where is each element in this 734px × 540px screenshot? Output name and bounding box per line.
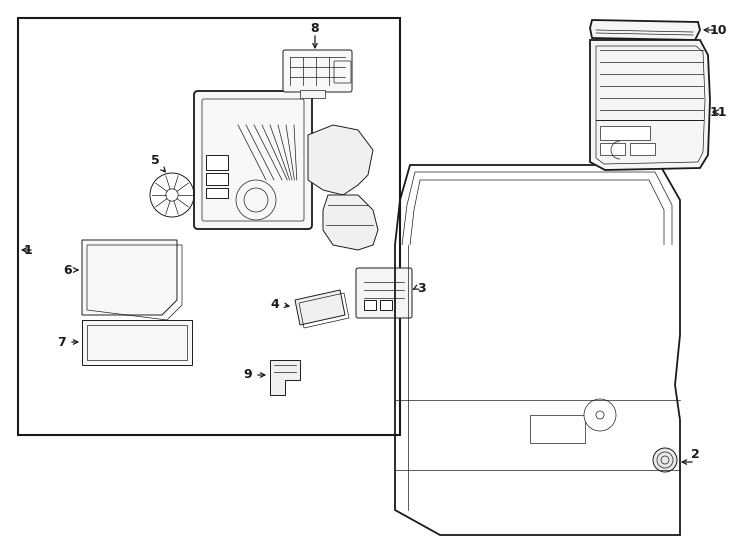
Text: 1: 1	[23, 244, 32, 256]
Text: 9: 9	[244, 368, 252, 381]
Bar	[380, 300, 392, 310]
Polygon shape	[270, 360, 300, 395]
Text: 7: 7	[58, 335, 66, 348]
Text: 6: 6	[64, 264, 73, 276]
Text: 2: 2	[691, 449, 700, 462]
Bar	[600, 143, 625, 155]
Bar	[18, 18, 400, 435]
Polygon shape	[308, 125, 373, 195]
FancyBboxPatch shape	[283, 50, 352, 92]
Polygon shape	[82, 320, 192, 365]
FancyBboxPatch shape	[356, 268, 412, 318]
Polygon shape	[590, 20, 700, 40]
Text: 4: 4	[271, 299, 280, 312]
Bar	[206, 173, 228, 185]
Text: 5: 5	[150, 153, 159, 166]
Circle shape	[653, 448, 677, 472]
Bar	[364, 300, 376, 310]
Bar	[630, 143, 655, 155]
Text: 8: 8	[310, 22, 319, 35]
Bar	[600, 126, 650, 140]
Circle shape	[584, 399, 616, 431]
Bar	[206, 188, 228, 198]
Text: 10: 10	[709, 24, 727, 37]
Polygon shape	[82, 240, 177, 315]
FancyBboxPatch shape	[194, 91, 312, 229]
Polygon shape	[300, 90, 325, 98]
Polygon shape	[295, 290, 345, 325]
Text: 3: 3	[418, 281, 426, 294]
Polygon shape	[323, 195, 378, 250]
Polygon shape	[590, 40, 710, 170]
Bar	[206, 155, 228, 170]
FancyBboxPatch shape	[334, 61, 351, 83]
Text: 11: 11	[709, 105, 727, 118]
Bar	[530, 415, 585, 443]
